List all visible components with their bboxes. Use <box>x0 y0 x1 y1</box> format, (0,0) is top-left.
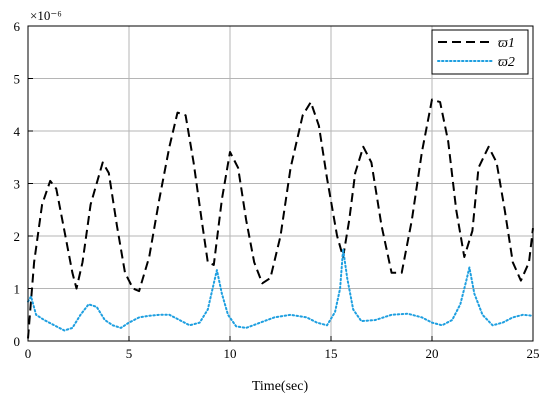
x-tick-label: 10 <box>224 346 237 361</box>
y-axis-ticks: 0 1 2 3 4 5 6 <box>14 19 33 349</box>
y-tick-label: 0 <box>14 334 21 349</box>
x-tick-label: 25 <box>527 346 540 361</box>
y-tick-label: 2 <box>14 229 21 244</box>
x-tick-label: 5 <box>126 346 133 361</box>
x-tick-label: 0 <box>25 346 32 361</box>
y-tick-label: 1 <box>14 282 21 297</box>
x-tick-label: 15 <box>325 346 338 361</box>
legend-label-series-2: ϖ2 <box>498 55 515 70</box>
legend-label-series-1: ϖ1 <box>498 36 515 51</box>
legend-box <box>431 29 529 75</box>
legend: ϖ1 ϖ2 <box>431 29 529 75</box>
series-layer <box>27 98 534 339</box>
x-axis-label: Time(sec) <box>252 379 309 394</box>
grid <box>27 25 534 342</box>
y-tick-label: 3 <box>14 177 21 192</box>
y-tick-label: 6 <box>14 19 21 34</box>
x-tick-label: 20 <box>426 346 439 361</box>
series-line-1 <box>27 98 534 339</box>
x-axis-ticks: 0 5 10 15 20 25 <box>25 336 540 361</box>
y-axis-multiplier: ×10⁻⁶ <box>30 8 62 23</box>
series-line-2 <box>27 248 534 332</box>
y-tick-label: 4 <box>14 124 21 139</box>
y-tick-label: 5 <box>14 72 21 87</box>
